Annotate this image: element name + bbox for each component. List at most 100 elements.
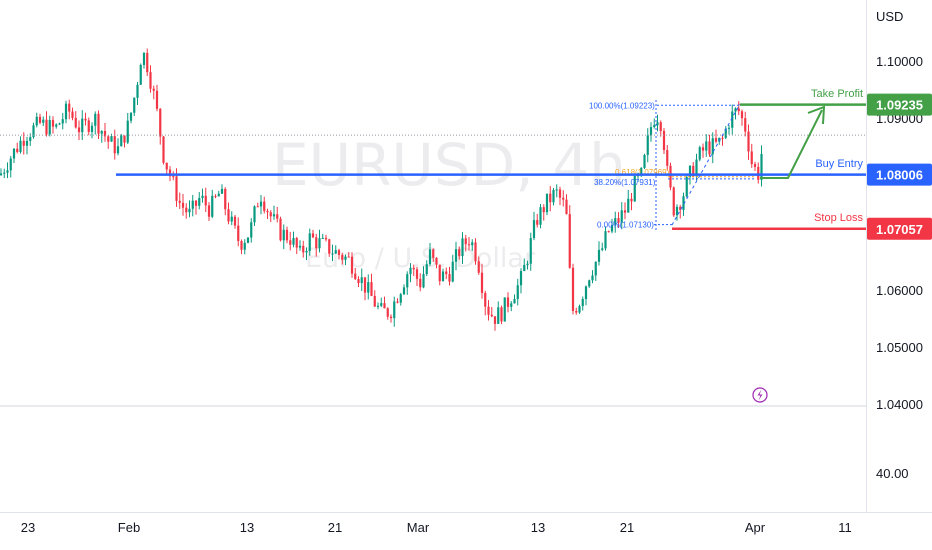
candle-body — [224, 188, 227, 210]
time-tick: 21 — [328, 520, 342, 535]
time-axis[interactable]: 23 Feb 13 21 Mar 13 21 Apr 11 — [21, 520, 852, 535]
candle-body — [289, 240, 292, 245]
fibonacci-retracement[interactable]: 100.00%(1.09223) 0.618(1.07969) 38.20%(1… — [589, 100, 756, 232]
candle-body — [610, 224, 614, 232]
candle-body — [35, 116, 38, 126]
candle-body — [623, 210, 627, 213]
price-tick: 1.05000 — [876, 340, 923, 355]
candle-body — [591, 275, 594, 281]
time-tick: Feb — [118, 520, 140, 535]
candle-body — [302, 245, 305, 253]
candle-body — [506, 297, 510, 307]
candle-body — [233, 216, 237, 226]
candle-body — [731, 111, 734, 128]
candle-body — [259, 201, 263, 207]
candle-body — [139, 64, 142, 85]
candle-body — [19, 140, 22, 153]
candle-body — [464, 238, 467, 245]
candle-body — [354, 273, 357, 280]
candle-body — [669, 165, 672, 188]
candle-body — [217, 193, 220, 197]
candle-body — [136, 84, 139, 98]
candle-body — [753, 164, 757, 167]
candles-layer — [0, 48, 763, 331]
stop-loss-badge: 1.07057 — [867, 217, 932, 240]
candle-body — [214, 195, 217, 197]
candle-body — [682, 196, 685, 210]
candle-body — [25, 140, 29, 146]
candle-body — [438, 264, 441, 282]
time-tick: 21 — [620, 520, 634, 535]
candle-body — [529, 238, 532, 264]
price-tick: 1.10000 — [876, 54, 923, 69]
candle-body — [110, 136, 113, 142]
candle-body — [227, 209, 230, 222]
candle-body — [181, 202, 185, 208]
candle-body — [207, 205, 211, 217]
candle-body — [490, 314, 493, 317]
candle-body — [279, 218, 282, 241]
candle-body — [324, 237, 328, 240]
candle-body — [662, 130, 666, 151]
candle-body — [337, 250, 341, 255]
candle-body — [68, 103, 71, 112]
candle-body — [204, 195, 207, 206]
price-tick: 1.04000 — [876, 397, 923, 412]
fib-label-3820: 38.20%(1.07931) — [594, 178, 656, 187]
candle-body — [718, 137, 721, 142]
candle-body — [97, 113, 100, 134]
candle-body — [389, 316, 393, 319]
candle-body — [146, 52, 149, 73]
candle-body — [643, 154, 646, 168]
take-profit-label: Take Profit — [811, 88, 863, 100]
candle-body — [477, 261, 480, 273]
candle-body — [412, 267, 415, 270]
candle-body — [12, 148, 16, 159]
candle-body — [419, 278, 422, 288]
candle-body — [701, 147, 705, 151]
candle-body — [672, 187, 675, 216]
candle-body — [347, 256, 350, 258]
candle-body — [396, 301, 399, 303]
candle-body — [292, 238, 295, 245]
candle-body — [298, 245, 302, 248]
candle-body — [425, 264, 428, 275]
candle-body — [175, 176, 178, 201]
candle-body — [3, 172, 6, 174]
candle-body — [165, 162, 168, 170]
candle-body — [740, 111, 744, 119]
candle-body — [155, 90, 159, 109]
candle-body — [406, 274, 409, 288]
candle-body — [484, 292, 487, 307]
candle-body — [575, 310, 578, 313]
candle-body — [71, 111, 74, 118]
candle-body — [269, 212, 272, 217]
candle-body — [211, 195, 214, 217]
currency-label: USD — [876, 9, 903, 24]
candle-body — [393, 301, 396, 319]
lightning-icon[interactable] — [752, 387, 768, 403]
candle-body — [87, 120, 90, 132]
candle-body — [55, 124, 58, 127]
projection-arrow[interactable] — [760, 105, 826, 179]
candle-body — [649, 127, 653, 136]
candle-body — [571, 267, 575, 311]
candle-body — [451, 261, 454, 282]
candle-body — [331, 253, 334, 255]
candle-body — [513, 299, 516, 304]
candle-body — [656, 122, 659, 126]
candle-body — [578, 306, 581, 313]
candle-body — [149, 72, 152, 89]
candle-body — [266, 210, 269, 213]
candle-body — [562, 197, 565, 200]
candle-body — [422, 274, 425, 288]
candle-body — [116, 146, 120, 154]
candle-body — [630, 198, 633, 202]
symbol-watermark: EURUSD, 4h — [272, 131, 626, 199]
candle-body — [178, 200, 181, 203]
time-tick: Mar — [407, 520, 430, 535]
candle-body — [597, 249, 601, 262]
candle-body — [311, 233, 315, 238]
candle-body — [545, 193, 549, 213]
